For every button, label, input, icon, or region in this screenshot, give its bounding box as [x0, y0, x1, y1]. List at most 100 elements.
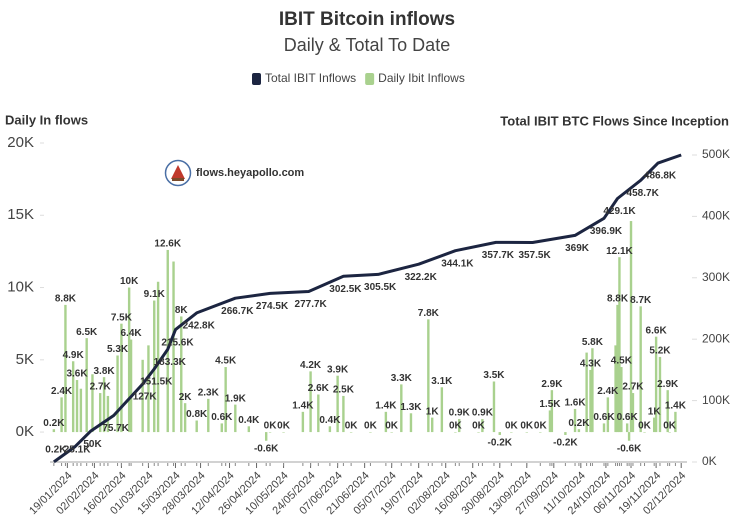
data-label: 0.6K	[593, 412, 615, 423]
watermark-logo	[164, 159, 192, 187]
total-line	[53, 153, 682, 464]
data-label: 0K	[385, 421, 399, 432]
y2-tick-label: 200K	[702, 331, 730, 345]
data-label: 0K	[345, 421, 359, 432]
data-label: 4.2K	[300, 360, 322, 371]
bar	[616, 304, 619, 433]
bar	[336, 375, 339, 433]
bar	[102, 377, 106, 433]
legend-label: Daily Ibit Inflows	[378, 71, 465, 85]
bar	[654, 336, 658, 433]
bar	[643, 432, 646, 433]
data-label: 0.9K	[472, 408, 494, 419]
bar	[498, 432, 501, 435]
y-tick-label: 15K	[7, 206, 34, 223]
bar	[602, 423, 606, 433]
data-label: 0.2K	[43, 418, 65, 429]
line-label: 266.7K	[221, 306, 254, 317]
bar	[268, 432, 272, 433]
chart-subtitle: Daily & Total To Date	[284, 35, 450, 55]
bar	[234, 404, 237, 433]
data-label: 0.6K	[617, 412, 639, 423]
bar	[591, 348, 594, 433]
line-label: 75.7K	[102, 423, 129, 434]
bar	[129, 339, 133, 433]
line-label: 215.6K	[161, 337, 194, 348]
bar	[156, 281, 160, 433]
bar	[639, 306, 642, 433]
data-label: 1.9K	[225, 393, 247, 404]
bar	[309, 371, 312, 433]
bar	[328, 426, 332, 433]
bar	[658, 356, 662, 433]
y2-tick-label: 400K	[702, 209, 730, 223]
bar	[220, 423, 223, 433]
data-label: 6.4K	[121, 328, 143, 339]
bar	[264, 432, 268, 441]
data-label: 0K	[663, 421, 677, 432]
data-label: -0.6K	[617, 443, 642, 454]
data-label: 3.9K	[327, 364, 349, 375]
line-label: 429.1K	[603, 206, 636, 217]
bar	[390, 432, 393, 433]
bar	[674, 411, 677, 433]
data-label: 1.4K	[665, 400, 687, 411]
data-label: 10K	[120, 276, 139, 287]
data-label: 8.7K	[630, 295, 652, 306]
data-label: 0.6K	[211, 412, 233, 423]
data-label: 9.1K	[144, 289, 166, 300]
bar	[60, 397, 63, 433]
data-label: 1K	[648, 406, 662, 417]
bar	[627, 432, 631, 441]
y2-tick-label: 100K	[702, 393, 730, 407]
bar	[510, 432, 513, 433]
bar	[64, 304, 67, 433]
data-label: 0.2K	[568, 418, 590, 429]
bar	[606, 397, 610, 433]
bar	[427, 319, 430, 433]
data-label: 0K	[638, 421, 652, 432]
line-label: 396.9K	[590, 226, 623, 237]
bar	[207, 398, 210, 433]
y2-axis-label: Total IBIT BTC Flows Since Inception	[500, 113, 729, 128]
y2-tick-label: 500K	[702, 147, 730, 161]
bar	[172, 261, 175, 433]
line-label: 369K	[565, 243, 590, 254]
data-label: 4.5K	[215, 356, 237, 367]
y2-tick-label: 0K	[702, 454, 717, 468]
chart-title: IBIT Bitcoin inflows	[279, 9, 455, 30]
bar	[525, 432, 528, 433]
bar	[247, 426, 251, 433]
bar	[585, 352, 588, 433]
bar	[477, 432, 480, 433]
legend-swatch	[365, 73, 375, 85]
data-label: -0.6K	[254, 443, 279, 454]
data-label: 2.4K	[597, 386, 619, 397]
bar	[492, 381, 496, 433]
data-label: 3.1K	[431, 376, 453, 387]
bar	[317, 394, 320, 433]
data-label: 2K	[179, 392, 193, 403]
data-label: 1.4K	[375, 400, 397, 411]
line-label: 344.1K	[441, 258, 474, 269]
data-label: 0.4K	[319, 415, 341, 426]
bar	[71, 361, 75, 433]
data-label: 4.3K	[580, 359, 602, 370]
line-label: 0.2K	[45, 445, 67, 456]
bar	[369, 432, 372, 433]
legend-label: Total IBIT Inflows	[265, 71, 356, 85]
bar	[224, 367, 227, 433]
bar	[409, 413, 413, 433]
data-label: 8.8K	[55, 294, 77, 305]
bar	[75, 380, 79, 433]
bar	[625, 423, 629, 433]
data-label: 0K	[520, 421, 534, 432]
bar	[166, 249, 169, 433]
bar	[384, 411, 388, 433]
line-label: 274.5K	[256, 301, 289, 312]
data-label: 7.8K	[418, 308, 440, 319]
bar	[85, 338, 88, 433]
y2-tick-label: 300K	[702, 270, 730, 284]
bar	[620, 367, 623, 433]
line-label: 127K	[133, 392, 158, 403]
